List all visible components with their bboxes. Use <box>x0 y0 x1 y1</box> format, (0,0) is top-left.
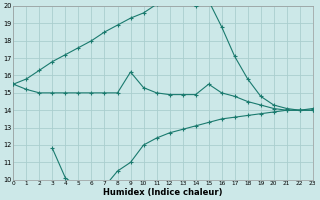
X-axis label: Humidex (Indice chaleur): Humidex (Indice chaleur) <box>103 188 223 197</box>
